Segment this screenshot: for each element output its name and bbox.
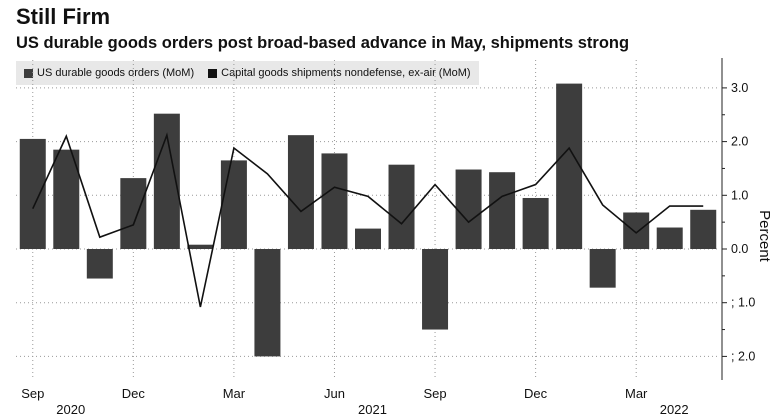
x-tick-label: Sep xyxy=(21,386,44,401)
legend-label-shipments: Capital goods shipments nondefense, ex-a… xyxy=(221,67,471,79)
bar xyxy=(86,249,113,279)
x-year-label: 2021 xyxy=(358,402,387,416)
legend-swatch-shipments xyxy=(208,68,218,78)
chart-subtitle: US durable goods orders post broad-based… xyxy=(16,34,630,52)
chart-title: Still Firm xyxy=(16,4,111,29)
bar xyxy=(254,249,281,357)
bar xyxy=(53,149,80,249)
x-year-label: 2020 xyxy=(56,402,85,416)
legend-item-orders: US durable goods orders (MoM) xyxy=(24,67,194,79)
bar xyxy=(422,249,449,330)
bar xyxy=(388,164,415,249)
bar xyxy=(656,227,683,249)
x-year-label: 2022 xyxy=(660,402,689,416)
bar xyxy=(220,160,247,249)
bar xyxy=(589,249,616,288)
y-tick-label: 3.0 xyxy=(731,81,748,95)
x-tick-label: Dec xyxy=(524,386,548,401)
bar xyxy=(623,212,650,249)
bar xyxy=(120,178,147,249)
bar xyxy=(287,135,314,249)
x-tick-label: Jun xyxy=(324,386,345,401)
bar xyxy=(187,244,214,249)
y-tick-label: 0.0 xyxy=(731,242,748,256)
bar xyxy=(522,197,549,249)
x-tick-label: Mar xyxy=(223,386,246,401)
bar xyxy=(355,228,381,249)
y-tick-label: 1.0 xyxy=(731,188,748,202)
y-tick-label: ; 2.0 xyxy=(731,349,755,363)
x-tick-label: Mar xyxy=(625,386,648,401)
y-axis-label: Percent xyxy=(756,210,773,263)
bar xyxy=(19,138,46,249)
bar xyxy=(556,83,583,249)
y-tick-label: ; 1.0 xyxy=(731,296,755,310)
x-tick-label: Sep xyxy=(423,386,446,401)
legend-item-shipments: Capital goods shipments nondefense, ex-a… xyxy=(208,67,471,79)
legend-swatch-orders xyxy=(24,68,33,78)
bar xyxy=(489,172,516,249)
y-tick-label: 2.0 xyxy=(731,135,748,149)
legend: US durable goods orders (MoM) Capital go… xyxy=(16,61,479,85)
x-tick-label: Dec xyxy=(122,386,146,401)
bar xyxy=(690,209,717,249)
bar xyxy=(321,153,348,249)
line-series-shipments xyxy=(32,132,704,308)
legend-label-orders: US durable goods orders (MoM) xyxy=(37,67,195,79)
bar xyxy=(455,169,482,249)
